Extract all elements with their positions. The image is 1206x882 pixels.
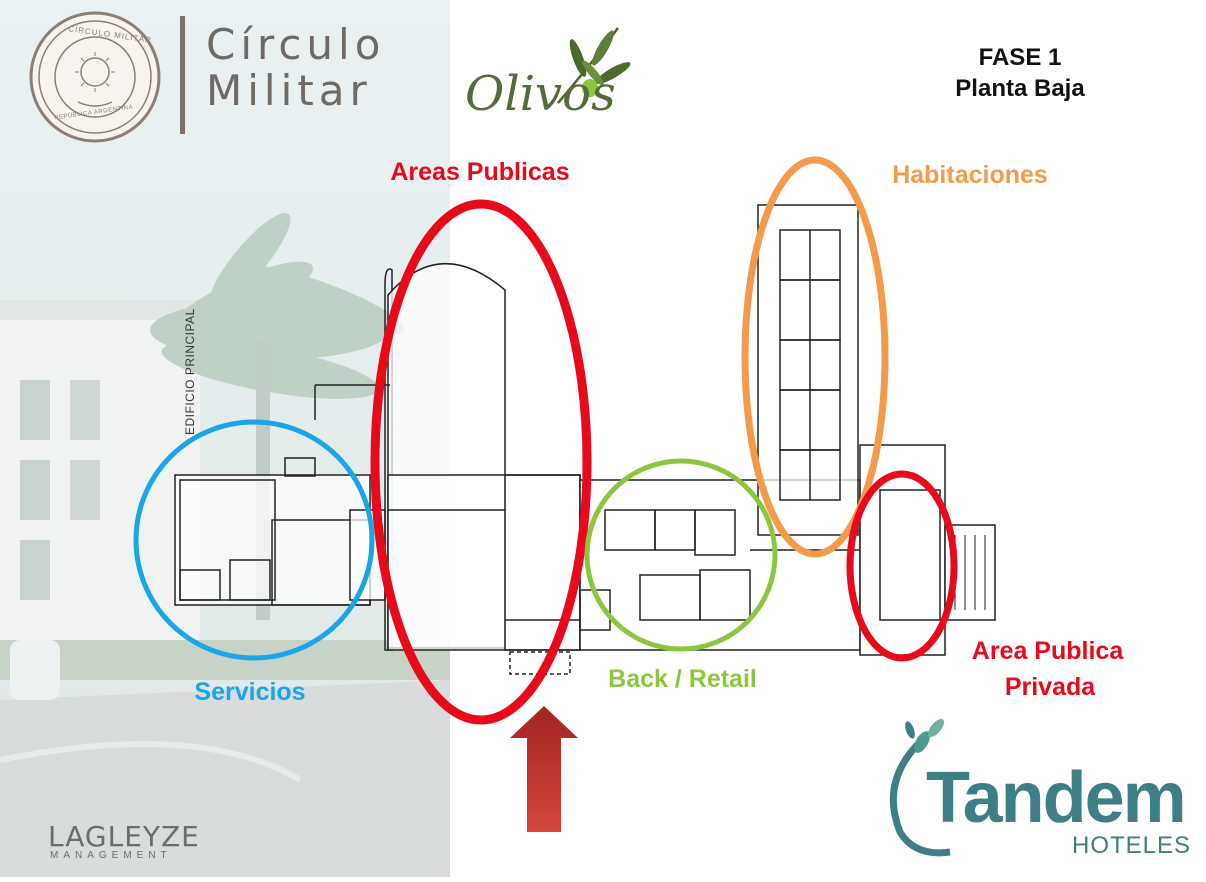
zone-label-habitaciones: Habitaciones xyxy=(892,161,1048,189)
brand-title: Círculo Militar xyxy=(206,22,385,114)
floor-plan xyxy=(160,190,1030,680)
circulo-militar-seal: CÍRCULO MILITAR REPÚBLICA ARGENTINA xyxy=(28,10,162,144)
tandem-subtitle: HOTELES xyxy=(1072,832,1192,859)
zone-label-area-publica: Area Publica xyxy=(971,637,1124,665)
zone-label-servicios: Servicios xyxy=(194,678,306,706)
zone-label-areas-publicas: Areas Publicas xyxy=(390,158,570,186)
olivos-logo: Olivos xyxy=(465,66,616,122)
zone-label-privada: Privada xyxy=(1004,673,1096,701)
lagleyze-logo: LAGLEYZE xyxy=(48,820,200,853)
tandem-leaf-icon xyxy=(880,712,960,862)
brand-title-line2: Militar xyxy=(206,66,372,115)
phase-line1: FASE 1 xyxy=(978,44,1062,71)
plan-label-edificio: EDIFICIO PRINCIPAL xyxy=(183,308,197,435)
arrow-up-icon xyxy=(510,706,578,834)
brand-title-line1: Círculo xyxy=(206,20,386,69)
phase-line2: Planta Baja xyxy=(955,75,1085,102)
tandem-logo: Tandem xyxy=(926,758,1187,838)
lagleyze-subtitle: MANAGEMENT xyxy=(50,850,172,861)
brand-divider xyxy=(180,16,185,134)
olive-branch-icon xyxy=(548,18,638,108)
zone-label-back-retail: Back / Retail xyxy=(608,665,757,693)
phase-title: FASE 1 Planta Baja xyxy=(920,42,1120,104)
